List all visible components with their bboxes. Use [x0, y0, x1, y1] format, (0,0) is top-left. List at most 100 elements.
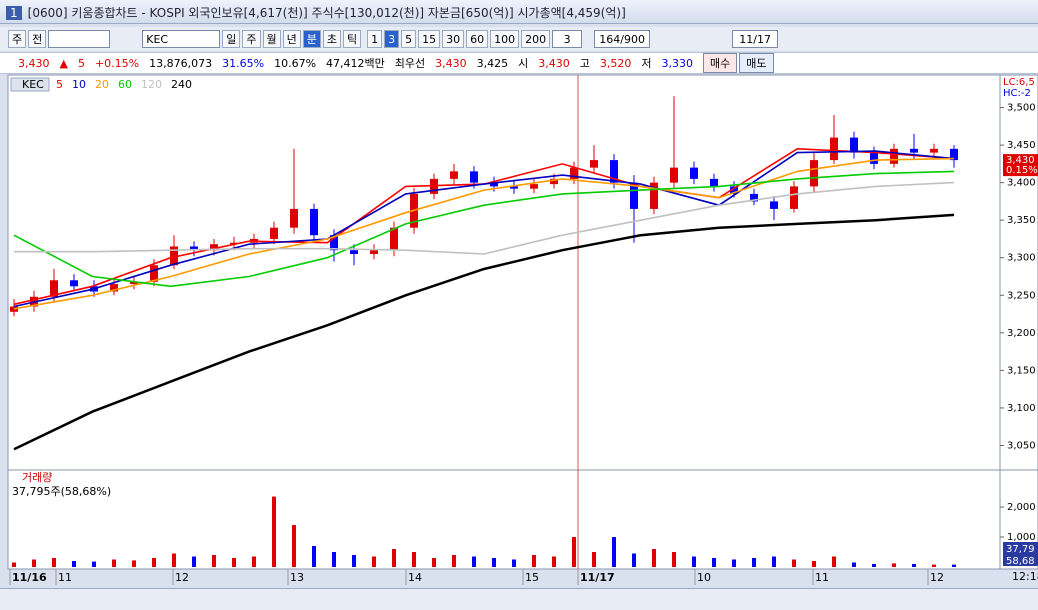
volume-bar [112, 559, 116, 567]
volume-bar [192, 556, 196, 567]
candle-body [70, 280, 78, 287]
volume-bar [832, 556, 836, 567]
volume-bar [452, 555, 456, 567]
candle-body [210, 244, 218, 251]
candle-body [510, 186, 518, 189]
period-button[interactable]: 분 [302, 30, 321, 48]
x-tick-label: 10 [697, 571, 711, 584]
candle-body [390, 227, 398, 251]
name-input[interactable]: KEC [142, 30, 221, 48]
volume-bar [472, 556, 476, 567]
volume-bar [532, 555, 536, 567]
quote-bar: 3,430 ▲ 5 +0.15% 13,876,073 31.65% 10.67… [0, 52, 1038, 74]
moving-average [13, 150, 955, 308]
high-label: 고 [579, 57, 590, 70]
candle-body [590, 160, 598, 168]
volume-bar [232, 558, 236, 567]
candle-body [550, 178, 558, 185]
minute-button[interactable]: 60 [466, 30, 489, 48]
candle-body [570, 167, 578, 179]
volume-bar [692, 556, 696, 567]
symbol-box [10, 77, 50, 92]
market-select[interactable]: 주 [8, 30, 27, 48]
sell-button[interactable]: 매도 [739, 53, 774, 73]
period-button[interactable]: 월 [262, 30, 281, 48]
volume-bar [32, 559, 36, 567]
change: 5 [77, 56, 85, 70]
volume-bar [132, 560, 136, 567]
y-tick-label: 3,200 [1007, 328, 1036, 339]
candle-body [670, 167, 678, 183]
time: 12:18 [1012, 570, 1038, 583]
candle-body [130, 281, 138, 285]
minute-button[interactable]: 1 [367, 30, 383, 48]
rate: +0.15% [94, 56, 140, 70]
buy-button[interactable]: 매수 [703, 53, 738, 73]
period-button[interactable]: 주 [242, 30, 261, 48]
candle-body [710, 178, 718, 187]
candle-body [890, 148, 898, 164]
volume-bar [852, 562, 856, 567]
code-input[interactable]: 092220 [48, 30, 111, 48]
volume-title: 거래량 [22, 471, 52, 484]
candle-body [370, 250, 378, 254]
open: 3,430 [538, 56, 570, 70]
period-button[interactable]: 틱 [343, 30, 362, 48]
volume-bar [592, 552, 596, 567]
candle-body [170, 246, 178, 266]
volume-bar [912, 564, 916, 567]
hc-label: HC:-2 [1003, 88, 1031, 99]
candle-body [870, 152, 878, 164]
view-count[interactable]: 164/900 [594, 30, 651, 48]
volume-bar [332, 552, 336, 567]
volume-bar [352, 555, 356, 567]
legend-entry: 20 [95, 78, 109, 91]
candle-body [350, 250, 358, 254]
candle-body [110, 284, 118, 292]
low-label: 저 [641, 57, 652, 70]
volume-bar [252, 556, 256, 567]
volume-bar [752, 558, 756, 567]
candle-body [10, 306, 18, 312]
period-button[interactable]: 일 [222, 30, 241, 48]
lc-label: LC:6,5 [1003, 77, 1035, 88]
y-tick-label: 3,050 [1007, 440, 1036, 451]
period-button[interactable]: 초 [322, 30, 341, 48]
volume-bar [632, 553, 636, 567]
range-select[interactable]: 전 [28, 30, 47, 48]
date-input[interactable]: 11/17 [732, 30, 779, 48]
period-button[interactable]: 년 [282, 30, 301, 48]
candle-body [50, 280, 58, 297]
moving-average [14, 181, 955, 255]
ask: 3,430 [435, 56, 467, 70]
volume-tag: 58,68 [1006, 556, 1035, 567]
minute-button[interactable]: 30 [442, 30, 465, 48]
volume-tag-box [1003, 542, 1038, 566]
candle-body [690, 167, 698, 179]
x-tick-label: 13 [290, 571, 304, 584]
volume-bar [872, 564, 876, 567]
volume-bar [612, 537, 616, 567]
volume-bar [552, 556, 556, 567]
count-input[interactable]: 3 [552, 30, 583, 48]
minute-button[interactable]: 100 [490, 30, 520, 48]
candle-body [850, 137, 858, 153]
best-label: 최우선 [394, 57, 426, 70]
minute-button[interactable]: 5 [401, 30, 417, 48]
high: 3,520 [599, 56, 632, 70]
volume-bar [732, 559, 736, 567]
moving-average [13, 170, 955, 288]
minute-button[interactable]: 200 [521, 30, 551, 48]
x-tick-label: 12 [175, 571, 189, 584]
volume-bar [152, 558, 156, 567]
minute-button[interactable]: 3 [384, 30, 400, 48]
x-tick-label: 11 [815, 571, 829, 584]
candle-body [330, 235, 338, 251]
candle-body [470, 171, 478, 183]
volume-bar [892, 563, 896, 567]
y-tick-label: 3,250 [1007, 290, 1036, 301]
y-tick-label: 3,500 [1007, 103, 1036, 114]
toolbar: 주 전 092220 KEC 일 주 월 년 분 초 틱 1 3 5 15 30… [0, 27, 1038, 51]
minute-button[interactable]: 15 [418, 30, 441, 48]
